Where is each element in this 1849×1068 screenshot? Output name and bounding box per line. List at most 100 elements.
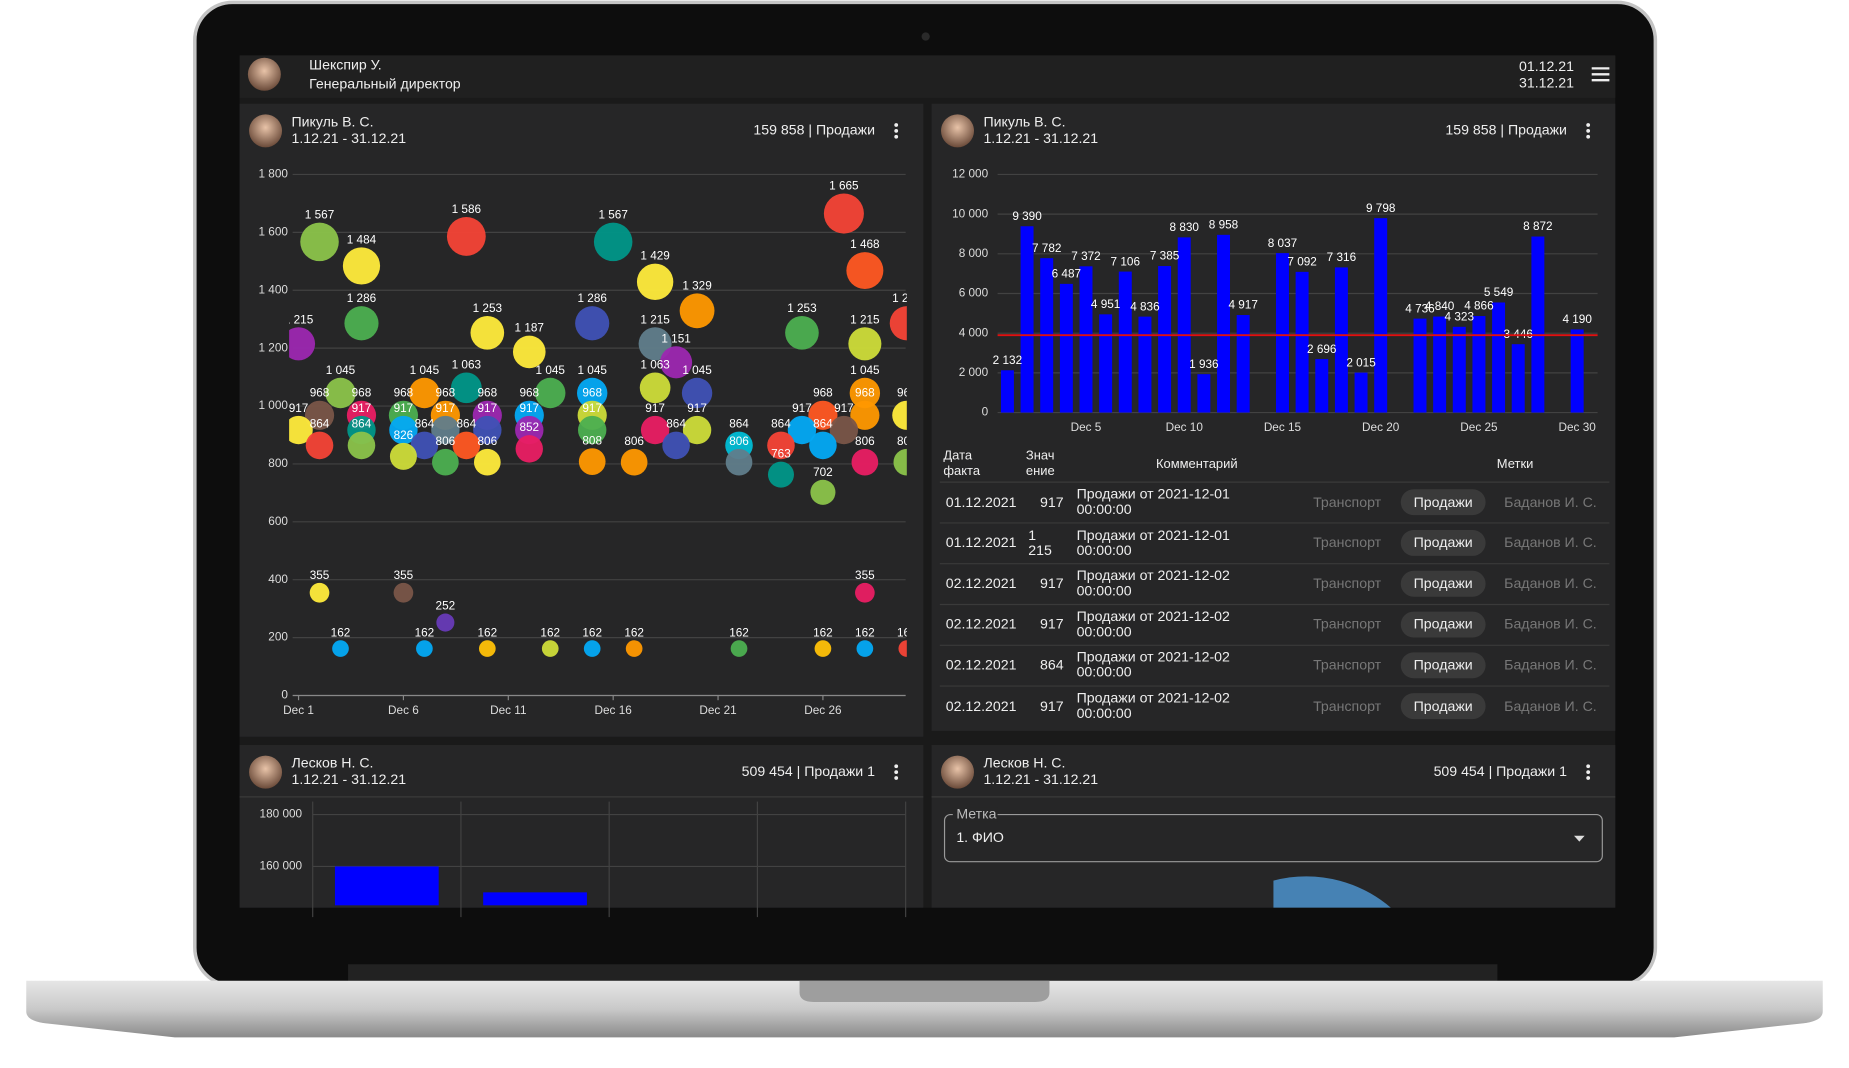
tag-chip[interactable] (1400, 489, 1486, 516)
tag-chip[interactable] (1400, 652, 1486, 679)
tag-chip[interactable] (1400, 611, 1486, 638)
bubble (332, 640, 349, 657)
bubble-label: 806 (855, 435, 875, 448)
x-tick-label: Dec 21 (699, 704, 736, 717)
bubble-label: 1 151 (661, 332, 690, 345)
table-cell: 864 (1039, 656, 1064, 673)
bubble-label: 1 215 (640, 313, 670, 326)
bubble-label: 1 045 (682, 364, 712, 377)
bubble (409, 377, 440, 409)
widget-period: 1.12.21 - 31.12.21 (291, 771, 406, 787)
laptop-base (26, 980, 1823, 1038)
avatar[interactable] (941, 114, 975, 148)
bar-value-label: 4 736 (1405, 302, 1435, 315)
bubble-label: 806 (478, 435, 498, 448)
bubble (679, 293, 715, 329)
x-tick-label: Dec 5 (1071, 421, 1102, 434)
bubble (289, 415, 313, 445)
bar (1118, 271, 1132, 413)
bubble-label: 1 215 (850, 313, 880, 326)
bubble-label: 1 045 (536, 364, 566, 377)
kebab-dot (894, 770, 899, 775)
bubble-label: 355 (855, 569, 875, 582)
bubble-label: 864 (310, 418, 330, 431)
bubble (473, 448, 501, 476)
avatar[interactable] (941, 755, 975, 789)
avatar[interactable] (249, 114, 283, 148)
bubble-label: 917 (834, 402, 854, 415)
x-tick-label: Dec 25 (1460, 421, 1498, 434)
bubble-label: 864 (729, 418, 749, 431)
bubble-label: 355 (394, 569, 414, 582)
bubble-label: 968 (855, 387, 875, 400)
table-cell: Баданов И. С. (1504, 534, 1597, 551)
bubble (829, 415, 859, 445)
y-tick-label: 800 (268, 457, 288, 470)
tag-chip[interactable] (1400, 570, 1486, 597)
cell-box: 02.12.2021 (946, 657, 1017, 672)
avatar[interactable] (249, 755, 283, 789)
kebab-menu[interactable] (1586, 764, 1591, 780)
bubble (344, 306, 379, 341)
bubble-label: 852 (519, 421, 539, 434)
cell-box: Значение (1026, 449, 1055, 478)
kebab-dot (1586, 123, 1591, 127)
bar (1492, 302, 1506, 413)
y-tick-label: 0 (982, 406, 989, 419)
bar-value-label: 5 549 (1484, 286, 1513, 299)
table-header: Метки (1496, 456, 1534, 471)
bar-value-label: 4 840 (1425, 300, 1455, 313)
tag-chip[interactable] (1400, 693, 1486, 720)
x-tick-label: Dec 6 (388, 704, 419, 717)
x-tick-label: Dec 1 (283, 704, 314, 717)
y-tick-label: 6 000 (959, 287, 989, 300)
bubble (451, 372, 482, 404)
bar-value-label: 9 798 (1366, 202, 1396, 215)
kebab-menu[interactable] (894, 123, 899, 139)
avatar[interactable] (247, 57, 281, 91)
table-cell: 917 (1039, 493, 1064, 510)
cell-box: Баданов И. С. (1504, 493, 1597, 510)
bubble (725, 448, 753, 476)
bubble-label: 968 (519, 387, 539, 400)
cell-box: 01.12.2021 (945, 534, 1017, 551)
table-cell: 01.12.2021 (945, 493, 1017, 510)
bar (1020, 226, 1034, 413)
bubble (620, 448, 648, 476)
widget-user: Лесков Н. С. (291, 755, 373, 771)
bar-chart: 0 2 000 4 000 6 000 8 000 10 000 12 000 2 132 9 … (952, 168, 1598, 434)
bubble-label: 968 (813, 387, 833, 400)
bubble-label: 1 665 (829, 180, 859, 193)
bubble-label: 1 429 (640, 250, 669, 263)
table-cell: Баданов И. С. (1504, 493, 1597, 510)
kebab-menu[interactable] (1586, 123, 1591, 139)
bar (1059, 283, 1073, 413)
kebab-menu[interactable] (894, 764, 899, 780)
tag-chip[interactable] (1400, 529, 1486, 556)
kebab-dot (894, 764, 899, 769)
widget-header: Лесков Н. С.1.12.21 - 31.12.21 509 454 | … (249, 755, 899, 789)
widget-period: 1.12.21 - 31.12.21 (291, 130, 406, 146)
bubble-label: 917 (478, 402, 498, 415)
bubble-label: 162 (331, 626, 351, 639)
cell-box: 02.12.2021 (946, 616, 1017, 631)
bar (1236, 315, 1250, 413)
table-cell: Продажи от 2021-12-01 00:00:00 (1076, 485, 1230, 518)
bar (1433, 316, 1447, 413)
bubble (892, 400, 907, 430)
points: 1 215 1 567 1 484 1 286 1 586 1 567 1 429 1 329… (289, 180, 917, 657)
bar (1138, 316, 1152, 413)
bubble-label: 968 (897, 387, 917, 400)
select-box[interactable] (943, 813, 1603, 863)
bubble-label: 806 (624, 435, 644, 448)
bubble (846, 252, 884, 290)
bubble-label: 1 253 (473, 302, 503, 315)
widget-period: 1.12.21 - 31.12.21 (983, 130, 1098, 146)
bar (1531, 236, 1545, 413)
menu-button[interactable] (1591, 67, 1610, 82)
table-cell: 01.12.2021 (945, 534, 1017, 551)
bar (1570, 329, 1584, 413)
bubble (512, 335, 546, 369)
bubble-label: 1 329 (682, 279, 711, 292)
bubble (893, 448, 907, 476)
